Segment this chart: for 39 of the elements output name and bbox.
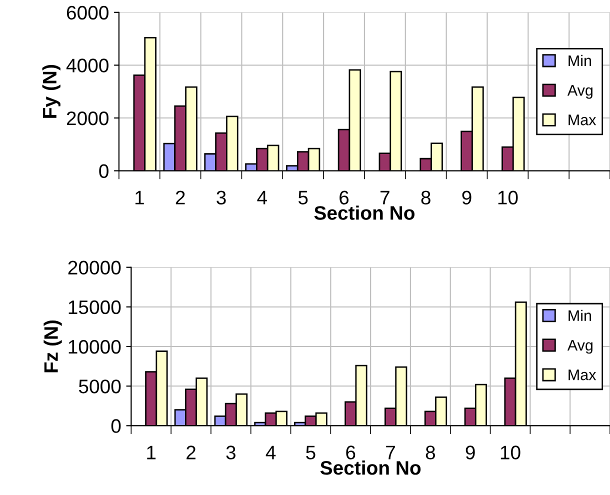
x-tick-label: 8: [426, 446, 435, 460]
legend-label: Min: [568, 54, 592, 66]
y-tick-label: 2000: [66, 111, 108, 126]
x-tick-label: 1: [135, 190, 144, 204]
y-tick-label: 6000: [66, 6, 108, 20]
x-tick-label: 4: [266, 446, 276, 460]
x-tick-label: 7: [380, 190, 390, 204]
x-tick-label: 10: [500, 446, 520, 460]
x-tick-label: 4: [257, 190, 268, 204]
x-tick-label: 6: [346, 446, 356, 460]
x-tick-label: 10: [498, 190, 518, 204]
y-tick-label: 20000: [68, 260, 121, 275]
legend-label: Min: [568, 310, 592, 321]
x-tick-label: 7: [386, 446, 395, 460]
x-tick-label: 9: [462, 190, 472, 204]
y-axis-title: Fy (N): [42, 64, 60, 118]
y-tick-label: 0: [111, 419, 121, 433]
x-axis-title: Section No: [314, 206, 414, 220]
x-tick-label: 3: [216, 190, 226, 204]
x-tick-label: 2: [176, 190, 185, 204]
y-axis-title: Fz (N): [44, 320, 62, 372]
x-tick-label: 6: [340, 190, 349, 204]
legend-label: Avg: [567, 85, 592, 99]
legend-label: Avg: [567, 340, 592, 354]
x-tick-label: 1: [147, 446, 156, 460]
x-axis-title: Section No: [320, 460, 421, 475]
x-tick-label: 3: [226, 446, 236, 460]
y-tick-label: 0: [99, 164, 108, 178]
x-tick-label: 5: [298, 190, 308, 204]
x-tick-label: 2: [186, 446, 196, 460]
x-tick-label: 5: [306, 446, 316, 460]
legend-label: Max: [568, 370, 596, 380]
y-tick-label: 10000: [68, 340, 121, 354]
x-tick-label: 8: [421, 190, 430, 204]
x-tick-label: 9: [466, 446, 475, 460]
legend-label: Max: [568, 114, 596, 126]
y-tick-label: 5000: [78, 380, 121, 394]
y-tick-label: 15000: [68, 300, 121, 314]
y-tick-label: 4000: [66, 58, 108, 72]
